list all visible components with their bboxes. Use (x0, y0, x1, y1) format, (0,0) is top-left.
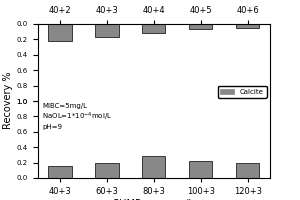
Bar (95, 163, 118, 178)
Bar (95, 24, 118, 37)
X-axis label: SHMP+spa mg/L: SHMP+spa mg/L (113, 199, 194, 200)
Text: MIBC=5mg/L
NaOL=1*10$^{-4}$mol/L
pH=9: MIBC=5mg/L NaOL=1*10$^{-4}$mol/L pH=9 (42, 103, 112, 130)
Bar (189, 161, 212, 178)
Bar (48, 166, 72, 178)
Bar (142, 24, 166, 33)
Bar (142, 156, 166, 178)
Legend: Calcite: Calcite (218, 86, 266, 98)
Bar (236, 24, 260, 28)
Text: Recovery %: Recovery % (3, 71, 13, 129)
Bar (48, 24, 72, 41)
Bar (236, 163, 260, 178)
Bar (189, 24, 212, 29)
